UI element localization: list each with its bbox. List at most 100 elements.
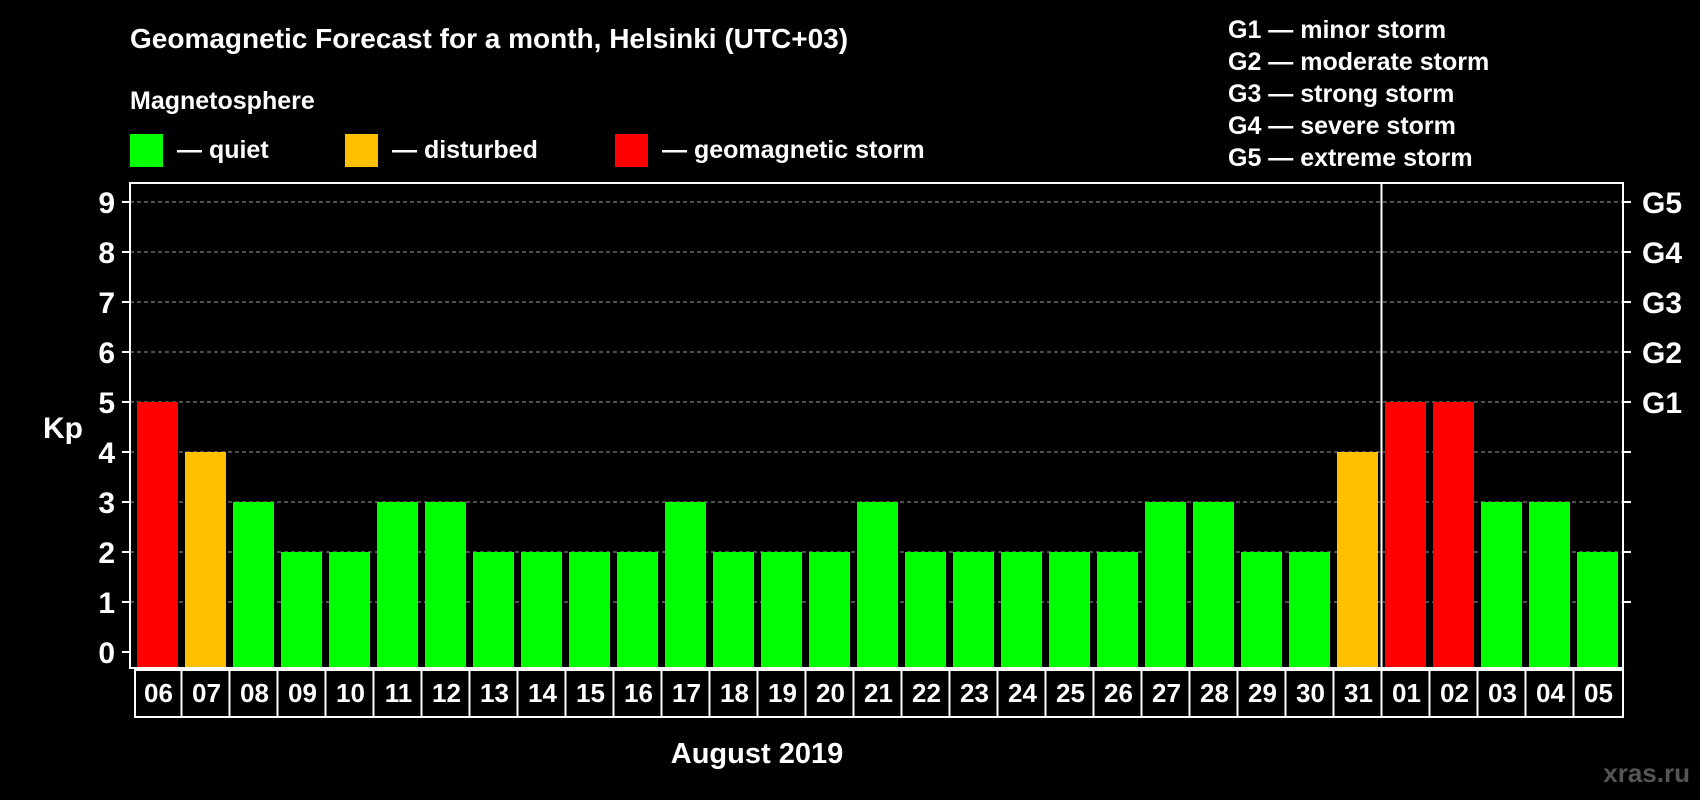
x-tick-label-17: 17: [672, 678, 701, 708]
legend-label-0: — quiet: [177, 136, 269, 164]
bar-06: [137, 402, 178, 667]
bar-20: [809, 552, 850, 667]
bar-14: [521, 552, 562, 667]
x-tick-label-02: 02: [1440, 678, 1469, 708]
bar-17: [665, 502, 706, 667]
x-tick-label-11: 11: [385, 678, 413, 708]
x-tick-label-05: 05: [1584, 678, 1613, 708]
bar-28: [1193, 502, 1234, 667]
storm-legend-item-2: G3 — strong storm: [1228, 80, 1454, 108]
y-tick-label-8: 8: [98, 237, 115, 270]
bar-13: [473, 552, 514, 667]
bar-30: [1289, 552, 1330, 667]
y-tick-label-4: 4: [98, 437, 115, 470]
bar-31: [1337, 452, 1378, 667]
x-tick-label-03: 03: [1488, 678, 1517, 708]
x-tick-label-31: 31: [1344, 678, 1373, 708]
x-tick-label-16: 16: [624, 678, 653, 708]
bar-09: [281, 552, 322, 667]
x-tick-label-23: 23: [960, 678, 989, 708]
y-tick-label-5: 5: [98, 387, 115, 420]
bar-03: [1481, 502, 1522, 667]
bar-19: [761, 552, 802, 667]
bar-10: [329, 552, 370, 667]
x-tick-label-24: 24: [1008, 678, 1037, 708]
x-tick-label-22: 22: [912, 678, 941, 708]
x-tick-label-19: 19: [768, 678, 797, 708]
bar-25: [1049, 552, 1090, 667]
storm-tick-label-G2: G2: [1642, 337, 1682, 370]
legend-swatch-1: [345, 134, 378, 167]
x-tick-label-13: 13: [480, 678, 509, 708]
x-tick-label-06: 06: [144, 678, 173, 708]
storm-tick-label-G4: G4: [1642, 237, 1682, 270]
storm-legend-item-3: G4 — severe storm: [1228, 112, 1456, 140]
bar-08: [233, 502, 274, 667]
legend-swatch-0: [130, 134, 163, 167]
storm-legend-item-0: G1 — minor storm: [1228, 16, 1446, 44]
x-tick-label-30: 30: [1296, 678, 1325, 708]
storm-tick-label-G1: G1: [1642, 387, 1682, 420]
y-tick-label-6: 6: [98, 337, 115, 370]
x-tick-label-26: 26: [1104, 678, 1133, 708]
y-tick-label-9: 9: [98, 187, 115, 220]
x-tick-label-01: 01: [1392, 678, 1421, 708]
plot-frame: [129, 182, 1624, 669]
x-tick-label-04: 04: [1536, 678, 1565, 708]
x-axis-label: August 2019: [671, 738, 843, 770]
y-axis-label: Kp: [43, 412, 83, 445]
y-tick-label-7: 7: [98, 287, 115, 320]
x-tick-label-09: 09: [288, 678, 317, 708]
legend-swatch-2: [615, 134, 648, 167]
x-tick-label-28: 28: [1200, 678, 1229, 708]
x-axis-ticks: 06 07 08 09 10 11 12 13 14 15 16 17 18 19 20 21 22 23 24 25…: [144, 670, 1613, 717]
x-tick-label-15: 15: [576, 678, 605, 708]
bar-18: [713, 552, 754, 667]
bar-02: [1433, 402, 1474, 667]
bar-29: [1241, 552, 1282, 667]
bars: [137, 402, 1618, 667]
x-tick-label-07: 07: [192, 678, 221, 708]
bar-23: [953, 552, 994, 667]
chart-subtitle: Magnetosphere: [130, 87, 315, 115]
x-tick-label-18: 18: [720, 678, 749, 708]
y-tick-label-1: 1: [98, 587, 115, 620]
x-tick-label-14: 14: [528, 678, 557, 708]
y-tick-label-0: 0: [98, 637, 115, 670]
storm-legend-item-1: G2 — moderate storm: [1228, 48, 1489, 76]
storm-tick-label-G3: G3: [1642, 287, 1682, 320]
x-tick-label-12: 12: [432, 678, 461, 708]
bar-05: [1577, 552, 1618, 667]
bar-11: [377, 502, 418, 667]
bar-22: [905, 552, 946, 667]
watermark: xras.ru: [1603, 758, 1690, 788]
bar-12: [425, 502, 466, 667]
bar-24: [1001, 552, 1042, 667]
x-tick-label-10: 10: [336, 678, 365, 708]
bar-27: [1145, 502, 1186, 667]
legend-label-2: — geomagnetic storm: [662, 136, 925, 164]
status-legend: — quiet — disturbed — geomagnetic storm: [130, 134, 925, 167]
x-tick-label-27: 27: [1152, 678, 1181, 708]
y-tick-label-2: 2: [98, 537, 115, 570]
x-tick-label-20: 20: [816, 678, 845, 708]
bar-04: [1529, 502, 1570, 667]
bar-16: [617, 552, 658, 667]
y-tick-label-3: 3: [98, 487, 115, 520]
bar-07: [185, 452, 226, 667]
bar-21: [857, 502, 898, 667]
x-label-frame: [134, 669, 1624, 718]
x-tick-label-08: 08: [240, 678, 269, 708]
x-tick-label-29: 29: [1248, 678, 1277, 708]
y-axis-ticks: 0 1 2 3 4 5 6 7 8 9: [98, 187, 130, 670]
bar-26: [1097, 552, 1138, 667]
chart-title: Geomagnetic Forecast for a month, Helsin…: [130, 23, 848, 54]
storm-legend-item-4: G5 — extreme storm: [1228, 144, 1473, 172]
x-tick-label-21: 21: [864, 678, 893, 708]
storm-axis-ticks: G1 G2 G3 G4 G5: [1623, 187, 1682, 603]
legend-label-1: — disturbed: [392, 136, 538, 164]
storm-legend: G1 — minor storm G2 — moderate storm G3 — …: [1228, 16, 1489, 172]
storm-tick-label-G5: G5: [1642, 187, 1682, 220]
bar-01: [1385, 402, 1426, 667]
